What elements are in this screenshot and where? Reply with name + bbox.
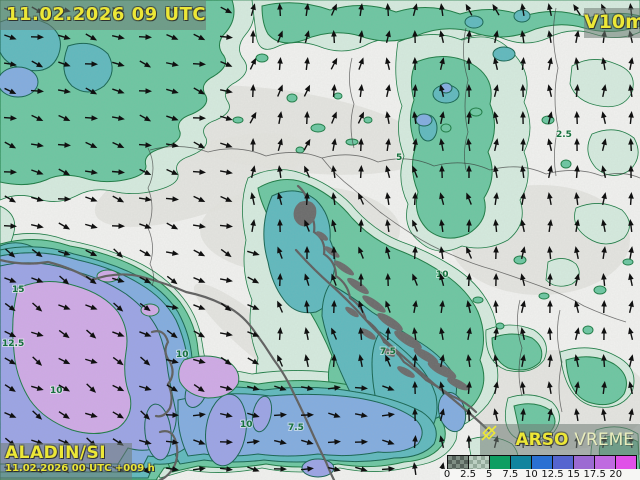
legend-swatch — [552, 456, 573, 469]
valid-time-text: 11.02.2026 09 UTC — [6, 4, 207, 25]
legend-swatch — [531, 456, 552, 469]
legend-swatch — [594, 456, 615, 469]
svg-text:2.5: 2.5 — [556, 130, 572, 140]
legend-tick-label: 7.5 — [502, 469, 519, 480]
field-label-stamp: V10m — [584, 8, 640, 38]
field-label-text: V10m — [584, 11, 640, 33]
legend-tick-label: 2.5 — [460, 469, 477, 480]
legend-tick-label: 12.5 — [541, 469, 564, 480]
legend-swatch — [448, 456, 468, 469]
legend-tick-label: 17.5 — [583, 469, 606, 480]
svg-text:10: 10 — [240, 420, 253, 430]
svg-text:12.5: 12.5 — [2, 339, 24, 349]
svg-text:7.5: 7.5 — [288, 423, 304, 433]
legend-tick-label: 5 — [486, 469, 493, 480]
valid-time-stamp: 11.02.2026 09 UTC — [0, 0, 206, 30]
svg-text:10: 10 — [436, 270, 449, 280]
model-run-text: 11.02.2026 00 UTC +009 h — [5, 463, 155, 474]
legend-swatch — [573, 456, 594, 469]
wind-speed-legend — [447, 455, 637, 470]
model-name-text: ALADIN/SI — [5, 443, 107, 463]
svg-text:5: 5 — [396, 153, 402, 163]
agency-logo-band: ARSO VREME — [480, 424, 640, 455]
svg-text:10: 10 — [50, 386, 63, 396]
svg-text:15: 15 — [12, 285, 25, 295]
agency-name-bold: ARSO — [515, 429, 569, 450]
legend-swatch — [510, 456, 531, 469]
svg-text:10: 10 — [176, 350, 189, 360]
agency-name-light: VREME — [574, 429, 634, 450]
svg-text:7.5: 7.5 — [380, 347, 396, 357]
legend-swatch — [615, 456, 636, 469]
legend-tick-label: 10 — [525, 469, 538, 480]
arso-logo-icon — [481, 425, 497, 441]
contour-value-labels: 15 12.5 10 10 10 10 7.5 7.5 5 2.5 — [1, 129, 573, 434]
model-stamp: ALADIN/SI 11.02.2026 00 UTC +009 h — [0, 443, 155, 480]
legend-swatch — [489, 456, 510, 469]
legend-tick-labels: 0 2.5 5 7.5 10 12.5 15 17.5 20 — [440, 469, 640, 480]
legend-tick-label: 15 — [567, 469, 580, 480]
legend-swatch — [468, 456, 489, 469]
legend-tick-label: 0 — [443, 469, 451, 480]
legend-tick-label: 20 — [609, 469, 623, 480]
